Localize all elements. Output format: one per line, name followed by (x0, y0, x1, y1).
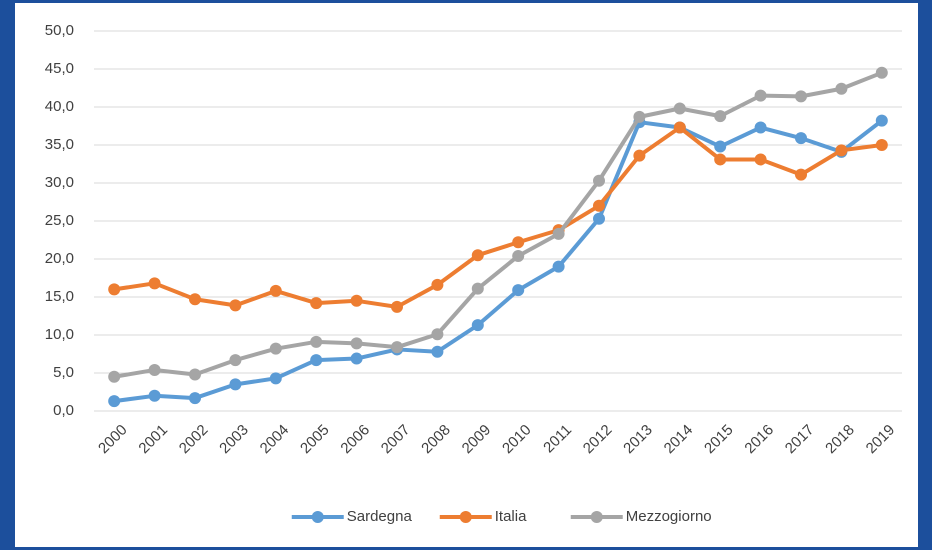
y-tick-label: 35,0 (45, 136, 74, 153)
data-point (189, 392, 201, 405)
data-point (108, 370, 121, 383)
chart-area (15, 3, 918, 547)
data-point (229, 299, 242, 312)
y-tick-label: 40,0 (45, 98, 74, 115)
y-tick-label: 15,0 (45, 288, 74, 305)
y-tick-label: 20,0 (45, 250, 74, 267)
data-point (512, 249, 525, 262)
y-tick-label: 0,0 (53, 402, 74, 419)
y-tick-label: 5,0 (53, 364, 74, 381)
legend-label: Mezzogiorno (626, 508, 712, 525)
data-point (391, 300, 403, 313)
data-point (229, 378, 242, 391)
data-point (633, 149, 646, 162)
y-tick-label: 50,0 (45, 22, 74, 39)
data-point (148, 363, 161, 376)
data-point (269, 372, 282, 385)
data-point (189, 368, 201, 381)
y-tick-label: 10,0 (45, 326, 74, 343)
legend-marker (459, 511, 472, 523)
data-point (795, 168, 807, 181)
data-point (512, 236, 525, 249)
legend-label: Sardegna (347, 508, 413, 525)
data-point (875, 66, 888, 79)
data-point (310, 354, 323, 367)
data-point (391, 341, 403, 354)
data-point (795, 132, 807, 145)
data-point (269, 342, 282, 355)
series-line (113, 119, 884, 404)
data-point (795, 90, 807, 103)
y-tick-label: 30,0 (45, 174, 74, 191)
data-point (471, 319, 484, 332)
y-tick-label: 45,0 (45, 60, 74, 77)
data-point (310, 335, 323, 348)
data-point (875, 114, 888, 127)
data-point (552, 227, 565, 240)
data-point (633, 110, 646, 123)
series-line (113, 125, 883, 309)
data-point (108, 395, 121, 408)
data-point (552, 260, 565, 273)
data-point (229, 354, 242, 367)
data-point (350, 337, 363, 350)
data-point (875, 139, 888, 151)
data-point (189, 293, 201, 306)
data-point (754, 121, 767, 134)
data-point (148, 389, 161, 402)
data-point (269, 284, 282, 297)
data-point (310, 297, 323, 310)
data-point (673, 102, 686, 115)
data-point (350, 294, 363, 307)
data-point (148, 277, 161, 290)
data-point (593, 199, 605, 212)
legend-label: Italia (495, 508, 527, 525)
y-tick-label: 25,0 (45, 212, 74, 229)
series-line (113, 70, 883, 379)
data-point (471, 282, 484, 295)
data-point (835, 144, 848, 157)
data-point (673, 121, 686, 134)
data-point (350, 352, 363, 365)
data-point (835, 82, 848, 95)
data-point (593, 174, 605, 187)
data-point (431, 278, 444, 291)
data-point (593, 212, 605, 225)
data-point (108, 283, 121, 296)
data-point (754, 89, 767, 102)
data-point (431, 328, 444, 341)
data-point (714, 110, 727, 123)
data-point (471, 249, 484, 262)
data-point (714, 153, 727, 166)
data-point (714, 140, 727, 153)
data-point (431, 345, 444, 358)
legend-marker (311, 511, 324, 523)
legend-marker (590, 511, 603, 523)
data-point (754, 153, 767, 166)
data-point (512, 284, 525, 297)
